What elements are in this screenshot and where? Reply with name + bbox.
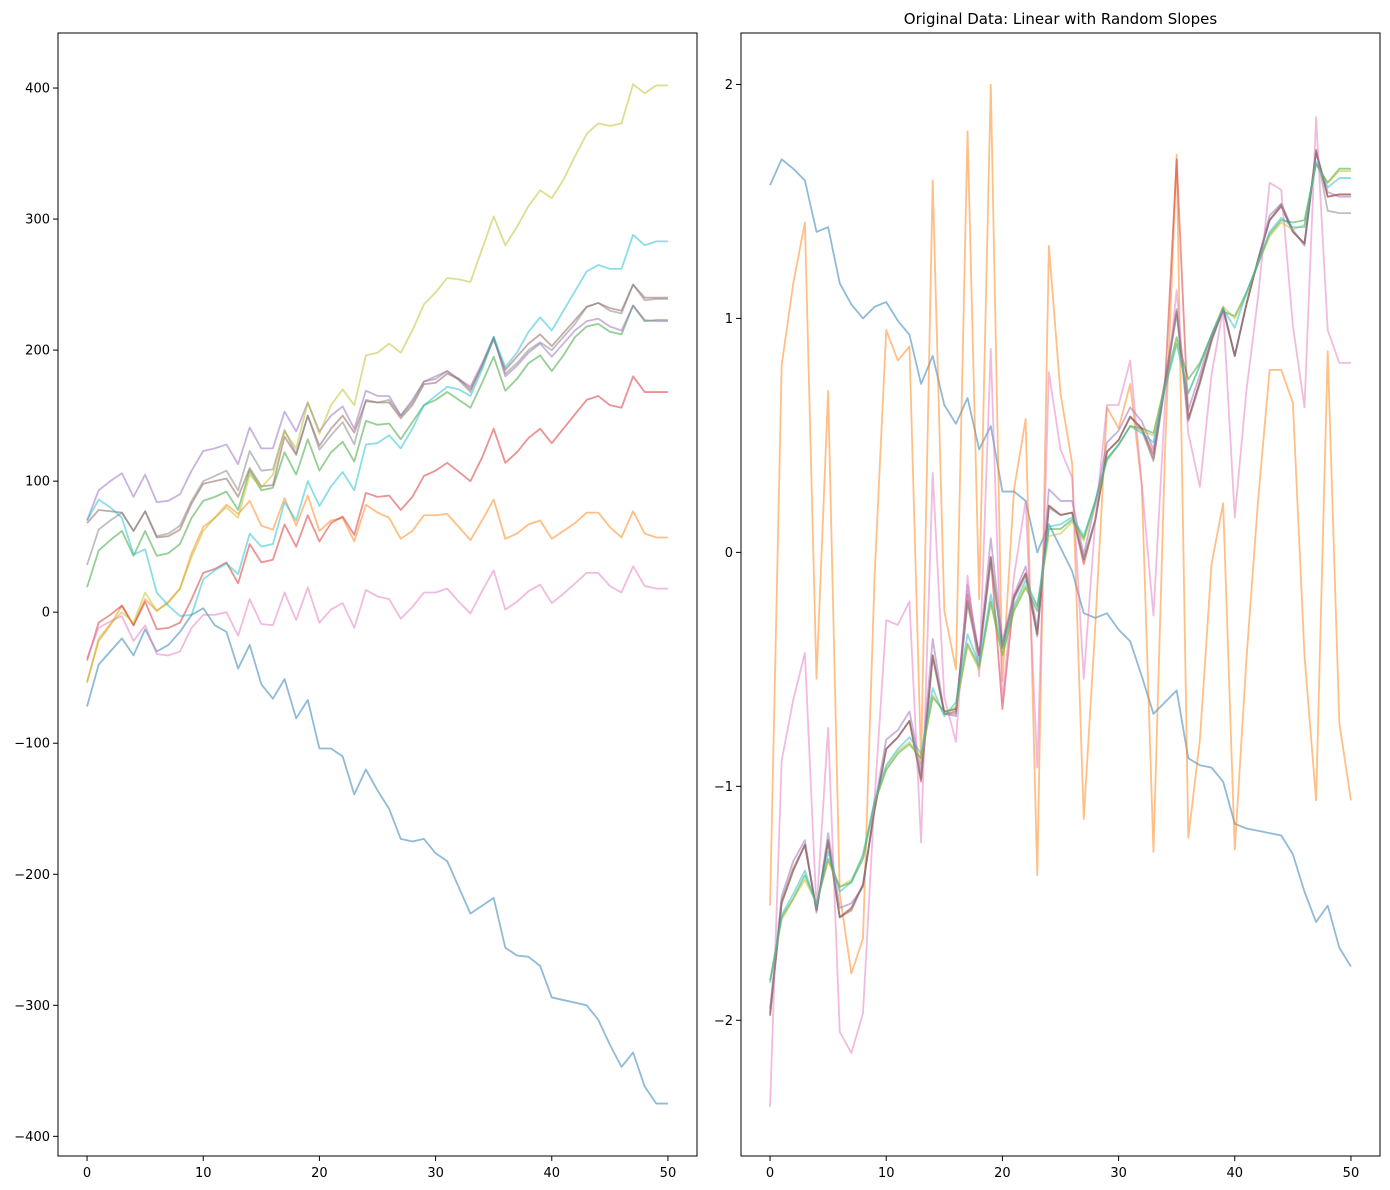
y-tick-label: 300 xyxy=(25,213,50,228)
x-tick-label: 0 xyxy=(766,1166,774,1181)
x-tick-label: 30 xyxy=(427,1166,444,1181)
x-tick-label: 10 xyxy=(195,1166,212,1181)
chart-title: Original Data: Linear with Random Slopes xyxy=(904,10,1218,28)
x-tick-label: 30 xyxy=(1110,1166,1127,1181)
y-tick-label: 100 xyxy=(25,475,50,490)
axes-frame xyxy=(740,32,1381,1157)
series-line-9 xyxy=(769,160,1351,984)
series-line-6 xyxy=(86,565,668,659)
y-tick-label: −100 xyxy=(14,737,50,752)
x-tick-label: 20 xyxy=(311,1166,328,1181)
y-tick-label: −400 xyxy=(14,1130,50,1145)
x-tick-label: 10 xyxy=(878,1166,895,1181)
series-line-6 xyxy=(769,116,1351,1107)
series-line-9 xyxy=(86,233,668,618)
series-line-1 xyxy=(769,83,1352,975)
y-tick-label: −2 xyxy=(714,1014,733,1029)
right-chart-panel: 0 10 20 30 40 50 −2 −1 0 1 2 Original Data: Linear … xyxy=(714,10,1381,1181)
series-line-0 xyxy=(769,158,1352,967)
y-tick-label: 200 xyxy=(25,344,50,359)
series-line-7 xyxy=(86,283,668,566)
x-tick-label: 50 xyxy=(1343,1166,1360,1181)
x-tick-label: 0 xyxy=(83,1166,91,1181)
x-tick-label: 20 xyxy=(994,1166,1011,1181)
x-tick-label: 50 xyxy=(660,1166,677,1181)
series-line-4 xyxy=(86,304,668,521)
x-tick-label: 40 xyxy=(1226,1166,1243,1181)
series-line-2 xyxy=(86,304,668,588)
y-tick-label: 0 xyxy=(725,546,733,561)
y-tick-label: 0 xyxy=(42,606,50,621)
y-tick-label: −1 xyxy=(714,780,733,795)
axes-frame xyxy=(57,32,698,1157)
y-tick-label: 2 xyxy=(725,78,733,93)
y-tick-label: 400 xyxy=(25,82,50,97)
y-tick-label: 1 xyxy=(725,312,733,327)
y-tick-label: −300 xyxy=(14,999,50,1014)
left-chart-panel: 0 10 20 30 40 50 −400 −300 −200 −100 0 100 200 300 400 xyxy=(14,32,698,1181)
series-line-8 xyxy=(86,83,668,684)
series-line-0 xyxy=(86,607,668,1105)
x-tick-label: 40 xyxy=(543,1166,560,1181)
y-tick-label: −200 xyxy=(14,868,50,883)
